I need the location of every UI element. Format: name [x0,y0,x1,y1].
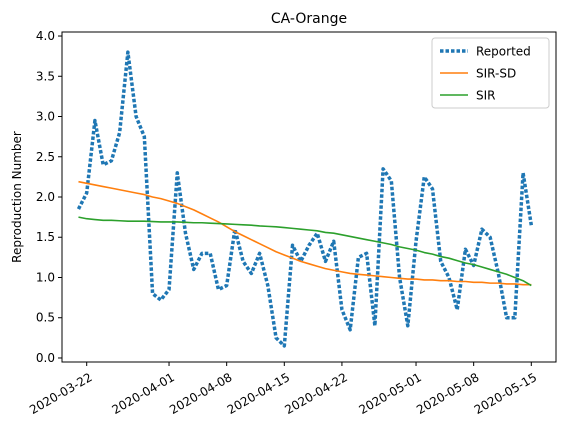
y-tick-label: 4.0 [36,29,55,43]
y-tick-label: 1.0 [36,270,55,284]
series-line-sir [78,216,532,287]
chart-title: CA-Orange [271,11,347,27]
legend-label: SIR [476,89,496,103]
plot-area [76,50,534,348]
y-tick-label: 2.0 [36,190,55,204]
legend-box [431,37,550,109]
y-tick-label: 2.5 [36,150,55,164]
y-tick-label: 0.0 [36,351,55,365]
x-tick-label: 2020-05-08 [414,370,481,417]
series-line-sir-sd [78,180,532,286]
legend: Reported SIR-SD SIR [431,37,550,109]
x-tick-label: 2020-05-01 [357,370,424,417]
legend-label: Reported [476,45,531,59]
series-line-reported [76,50,534,348]
x-tick-label: 2020-05-15 [472,370,539,417]
y-tick-label: 1.5 [36,230,55,244]
y-axis-label: Reproduction Number [10,131,24,263]
y-tick-label: 0.5 [36,311,55,325]
x-tick-label: 2020-04-08 [167,370,234,417]
x-tick-label: 2020-04-22 [282,370,349,417]
y-tick-label: 3.5 [36,69,55,83]
y-tick-label: 3.0 [36,110,55,124]
x-tick-label: 2020-04-15 [225,370,292,417]
legend-label: SIR-SD [476,67,516,81]
x-tick-label: 2020-03-22 [27,370,94,417]
x-tick-label: 2020-04-01 [110,370,177,417]
